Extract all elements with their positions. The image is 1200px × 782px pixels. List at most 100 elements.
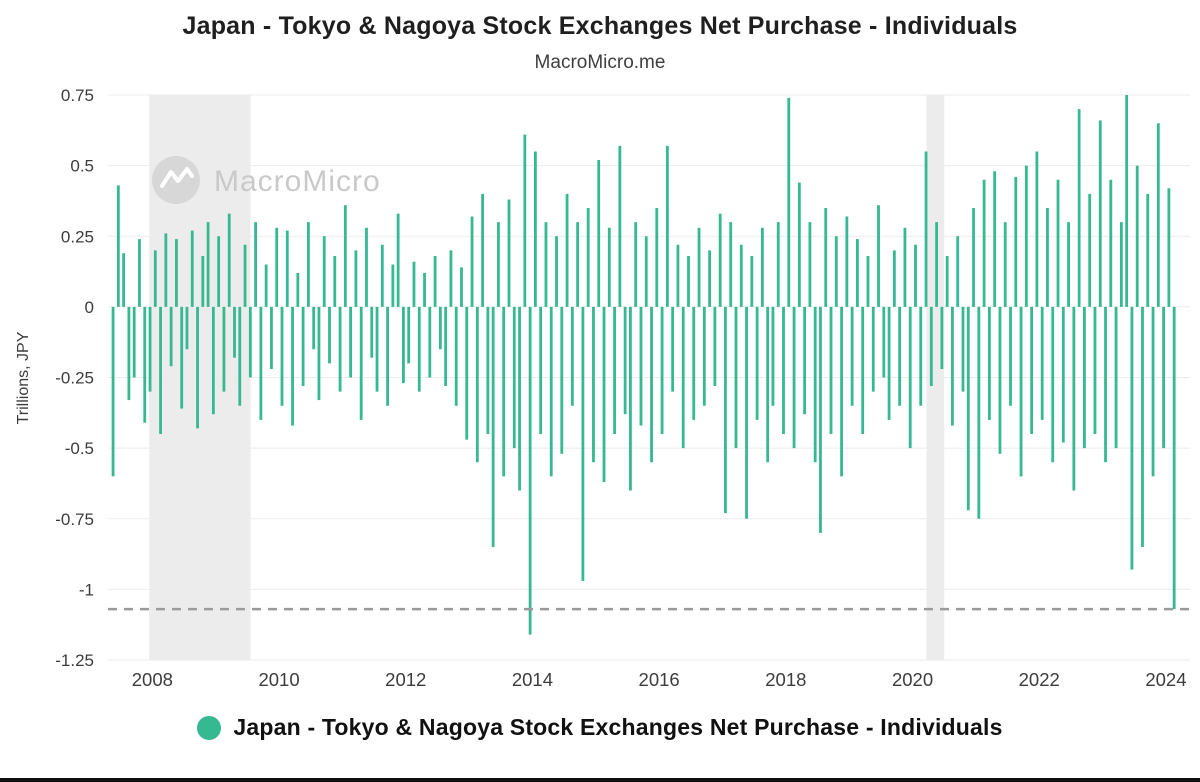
bar [681, 306, 685, 449]
bar [586, 208, 590, 307]
x-tick-label: 2008 [132, 669, 173, 690]
bar [861, 306, 865, 434]
bar [956, 236, 960, 307]
bar [1125, 95, 1129, 307]
bar [961, 306, 965, 392]
bar [866, 256, 870, 307]
bar [560, 306, 564, 454]
bar [143, 306, 147, 423]
bar [148, 306, 152, 392]
bar [1130, 306, 1134, 570]
bar [275, 227, 279, 307]
bar [1109, 179, 1113, 307]
bar [819, 306, 822, 533]
bar [797, 182, 801, 307]
bar [1162, 306, 1166, 449]
x-tick-label: 2016 [639, 669, 680, 690]
x-tick-label: 2024 [1145, 669, 1186, 690]
bar [254, 222, 258, 307]
bar [428, 306, 432, 378]
legend-series-label: Japan - Tokyo & Nagoya Stock Exchanges N… [233, 714, 1003, 740]
bar [544, 222, 548, 307]
bar [539, 306, 543, 434]
bar [1030, 306, 1034, 434]
bar [618, 145, 622, 307]
bar [660, 306, 664, 434]
bar [597, 159, 601, 307]
bar [417, 306, 421, 392]
bar [702, 306, 706, 406]
bar [233, 306, 236, 358]
bar [808, 222, 812, 307]
bar [243, 244, 247, 307]
bar [692, 306, 696, 420]
x-tick-label: 2012 [385, 669, 426, 690]
bar [285, 230, 289, 307]
bar [687, 256, 690, 307]
bar [549, 306, 553, 477]
bar [264, 264, 268, 307]
bar [1040, 306, 1044, 420]
bar [998, 306, 1002, 454]
bar [185, 306, 189, 350]
bar [196, 306, 199, 429]
x-tick-label: 2018 [765, 669, 806, 690]
bar [882, 306, 886, 378]
bar [528, 306, 532, 635]
bar [576, 222, 580, 307]
bar [338, 306, 342, 392]
bar [555, 236, 558, 307]
bar [570, 306, 574, 406]
bar [929, 306, 933, 386]
bar [755, 306, 759, 420]
bar [333, 256, 337, 307]
bar [592, 306, 595, 463]
bar [1019, 306, 1023, 477]
bar [391, 264, 395, 307]
bar [972, 208, 975, 307]
bar [291, 306, 294, 426]
bar [903, 227, 907, 307]
bar [782, 306, 785, 434]
bar [1167, 188, 1171, 307]
bar [644, 236, 648, 307]
legend-item-individuals[interactable]: Japan - Tokyo & Nagoya Stock Exchanges N… [197, 714, 1002, 741]
bar [206, 222, 210, 307]
y-tick-label: 0.25 [61, 227, 94, 246]
bar [465, 306, 469, 440]
bar [987, 306, 991, 420]
bar [871, 306, 875, 392]
x-tick-label: 2014 [512, 669, 553, 690]
bar [1098, 120, 1102, 307]
bar [771, 306, 775, 406]
bar [164, 233, 168, 307]
bar [898, 306, 902, 406]
watermark: MacroMicro [152, 156, 380, 204]
bar [116, 185, 120, 307]
y-tick-label: 0.75 [61, 86, 94, 105]
bar [739, 244, 743, 307]
bar [211, 306, 215, 415]
bar [169, 306, 173, 367]
bar [127, 306, 131, 401]
y-axis-label: Trillions, JPY [15, 331, 32, 424]
legend: Japan - Tokyo & Nagoya Stock Exchanges N… [0, 714, 1200, 741]
bar [803, 306, 807, 415]
bar [454, 306, 458, 406]
x-tick-label: 2022 [1019, 669, 1060, 690]
bar [1156, 123, 1160, 307]
y-tick-label: -0.25 [55, 369, 94, 388]
bar [396, 213, 400, 307]
bar [370, 306, 374, 358]
bar [1151, 306, 1155, 477]
bar [259, 306, 263, 420]
bar [945, 256, 949, 307]
y-tick-label: -0.75 [55, 510, 94, 529]
bar [343, 205, 347, 307]
chart-plot[interactable]: 0.75 0.5 0.25 0 -0.25 -0.5 -0.75 -1 -1.25 2008 201… [0, 0, 1200, 700]
bar [840, 306, 843, 477]
bar [180, 306, 184, 409]
bar [1072, 306, 1076, 491]
bar [533, 151, 537, 307]
bar [1088, 193, 1092, 307]
